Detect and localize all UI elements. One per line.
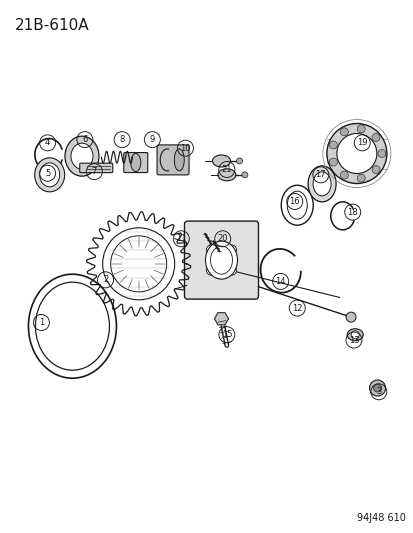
Circle shape bbox=[377, 149, 385, 158]
Circle shape bbox=[345, 312, 355, 322]
Text: 11: 11 bbox=[176, 235, 186, 243]
Circle shape bbox=[339, 171, 347, 179]
FancyBboxPatch shape bbox=[157, 145, 189, 175]
Text: 9: 9 bbox=[150, 135, 154, 144]
Ellipse shape bbox=[212, 155, 230, 167]
Circle shape bbox=[371, 133, 379, 141]
Text: 10: 10 bbox=[180, 144, 190, 152]
Circle shape bbox=[371, 166, 379, 174]
Ellipse shape bbox=[312, 172, 330, 196]
Circle shape bbox=[369, 380, 385, 396]
Text: 14: 14 bbox=[275, 277, 285, 286]
Text: 18: 18 bbox=[347, 208, 357, 216]
Text: 1: 1 bbox=[39, 318, 44, 327]
Text: 7: 7 bbox=[92, 167, 97, 176]
Circle shape bbox=[373, 384, 381, 392]
FancyBboxPatch shape bbox=[80, 163, 112, 173]
Circle shape bbox=[206, 245, 216, 255]
Ellipse shape bbox=[40, 163, 59, 187]
Ellipse shape bbox=[307, 166, 335, 202]
Circle shape bbox=[226, 245, 236, 255]
FancyBboxPatch shape bbox=[184, 221, 258, 299]
Text: 94J48 610: 94J48 610 bbox=[356, 513, 405, 523]
Ellipse shape bbox=[326, 124, 386, 183]
Ellipse shape bbox=[205, 241, 237, 279]
Text: 6: 6 bbox=[82, 135, 87, 144]
FancyBboxPatch shape bbox=[123, 152, 147, 173]
Text: 21B-610A: 21B-610A bbox=[15, 18, 89, 33]
Ellipse shape bbox=[71, 143, 93, 169]
Text: 8: 8 bbox=[119, 135, 124, 144]
Circle shape bbox=[329, 158, 337, 166]
Text: 13: 13 bbox=[348, 336, 358, 344]
Text: 4: 4 bbox=[45, 139, 50, 147]
Circle shape bbox=[206, 265, 216, 275]
Ellipse shape bbox=[35, 158, 64, 192]
Text: 17: 17 bbox=[315, 171, 325, 179]
Polygon shape bbox=[214, 313, 228, 325]
Ellipse shape bbox=[347, 329, 362, 341]
Ellipse shape bbox=[217, 169, 235, 181]
Text: 16: 16 bbox=[289, 197, 299, 206]
Text: 3: 3 bbox=[375, 387, 380, 396]
Text: 12: 12 bbox=[291, 304, 302, 312]
Circle shape bbox=[226, 265, 236, 275]
Circle shape bbox=[236, 158, 242, 164]
Circle shape bbox=[356, 174, 364, 182]
Text: 5: 5 bbox=[45, 169, 50, 177]
Circle shape bbox=[350, 330, 358, 339]
Text: 15: 15 bbox=[221, 330, 232, 339]
Circle shape bbox=[329, 141, 337, 149]
Ellipse shape bbox=[336, 133, 376, 174]
Circle shape bbox=[339, 128, 347, 136]
Text: 20: 20 bbox=[217, 235, 228, 243]
Text: 2: 2 bbox=[103, 276, 108, 284]
Circle shape bbox=[356, 125, 364, 133]
Text: 21: 21 bbox=[221, 165, 232, 174]
Ellipse shape bbox=[174, 149, 184, 171]
Ellipse shape bbox=[131, 154, 140, 172]
Ellipse shape bbox=[65, 136, 99, 176]
Text: 19: 19 bbox=[356, 139, 367, 147]
Circle shape bbox=[241, 172, 247, 178]
